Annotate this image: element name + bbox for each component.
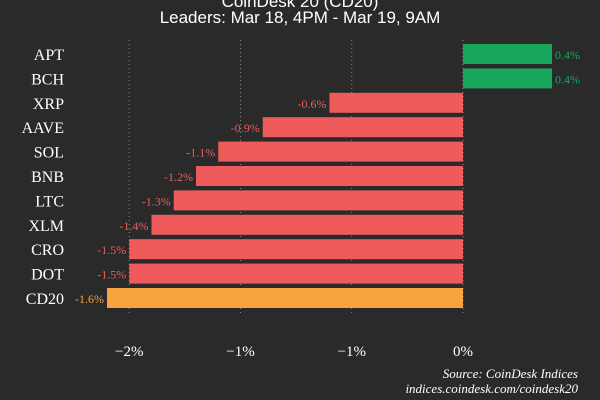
value-label: -1.5% xyxy=(97,243,126,257)
x-tick-label: 0% xyxy=(453,344,473,360)
bar xyxy=(129,239,463,260)
value-label: -1.4% xyxy=(120,219,149,233)
category-label: APT xyxy=(34,47,64,64)
bar xyxy=(129,263,463,284)
x-tick-label: −2% xyxy=(115,344,143,360)
value-label: -1.6% xyxy=(75,292,104,306)
category-label: XRP xyxy=(33,96,64,113)
category-label: CRO xyxy=(31,242,64,259)
value-label: -0.9% xyxy=(231,121,260,135)
category-label: XLM xyxy=(28,218,64,235)
x-tick-label: −1% xyxy=(226,344,254,360)
bar xyxy=(218,141,463,162)
bar xyxy=(463,44,552,64)
category-label: SOL xyxy=(34,145,64,162)
category-label: DOT xyxy=(31,267,64,284)
value-label: -1.3% xyxy=(142,194,171,208)
value-label: -0.6% xyxy=(298,97,327,111)
bar xyxy=(173,190,463,211)
source-url: indices.coindesk.com/coindesk20 xyxy=(405,381,578,396)
x-tick-label: −1% xyxy=(338,344,366,360)
value-label: -1.5% xyxy=(97,268,126,282)
bar xyxy=(107,288,463,308)
value-label: -1.2% xyxy=(164,170,193,184)
category-label: BCH xyxy=(31,71,64,88)
value-label: 0.4% xyxy=(555,72,580,86)
category-label: LTC xyxy=(35,193,64,210)
bar xyxy=(262,117,463,138)
source-label: Source: CoinDesk Indices xyxy=(442,366,578,381)
chart-title: CoinDesk 20 (CD20) xyxy=(221,0,379,11)
bar xyxy=(196,166,463,186)
category-label: BNB xyxy=(31,169,64,186)
chart-subtitle: Leaders: Mar 18, 4PM - Mar 19, 9AM xyxy=(159,8,441,27)
category-label: AAVE xyxy=(22,120,64,137)
category-label: CD20 xyxy=(26,291,64,308)
bar xyxy=(151,214,463,235)
bar xyxy=(329,92,463,113)
value-label: -1.1% xyxy=(186,146,215,160)
value-label: 0.4% xyxy=(555,48,580,62)
bar xyxy=(463,68,552,89)
